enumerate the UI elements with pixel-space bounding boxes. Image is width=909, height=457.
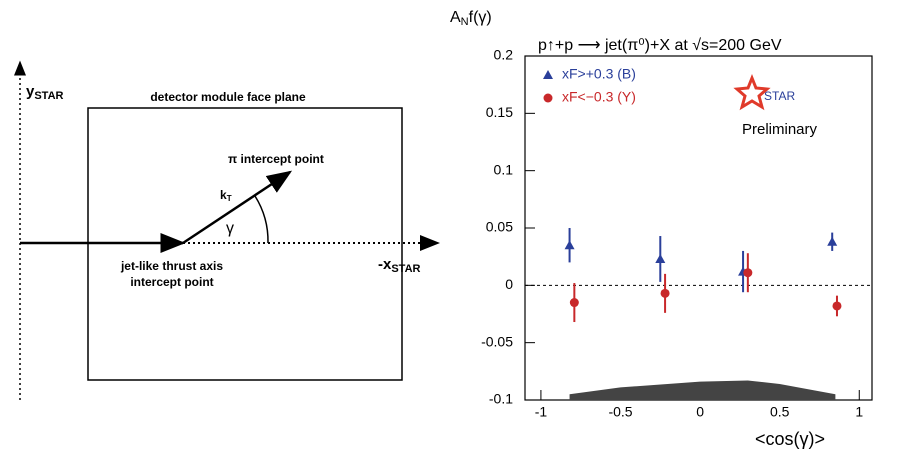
y-tick-label: -0.1 (489, 391, 513, 407)
angle-arc (254, 195, 269, 244)
jet-point-label: jet-like thrust axis (120, 259, 223, 273)
circle-marker (832, 301, 842, 311)
x-tick-label: 0 (696, 404, 704, 420)
pi-point-label: π intercept point (228, 152, 324, 166)
x-tick-label: 0.5 (770, 404, 790, 420)
kt-arrow (182, 170, 293, 245)
legend-label: xF<−0.3 (Y) (562, 89, 636, 105)
frame-title: detector module face plane (150, 90, 306, 104)
label-rest: f(γ) (469, 9, 492, 26)
legend-label: xF>+0.3 (B) (562, 66, 636, 82)
label-main: y (26, 83, 35, 100)
star-logo (733, 73, 771, 111)
systematic-band (569, 380, 836, 400)
x-tick-label: -1 (535, 404, 548, 420)
triangle-marker (564, 240, 575, 250)
label-main: k (220, 188, 227, 202)
logo-text: STAR (764, 89, 795, 103)
y-tick-label: -0.05 (481, 333, 513, 349)
y-tick-label: 0 (505, 276, 513, 292)
circle-marker (660, 288, 670, 298)
label-sub: T (227, 194, 232, 203)
label-main: -x (378, 256, 392, 273)
x-axis-label: -xSTAR (378, 256, 421, 275)
chart: ANf(γ) p↑+p ⟶ jet(π⁰)+X at √s=200 GeV <c… (450, 9, 873, 449)
triangle-marker (827, 236, 838, 246)
circle-marker (543, 93, 553, 103)
x-axis-title: <cos(γ)> (755, 429, 825, 449)
chart-title: p↑+p ⟶ jet(π⁰)+X at √s=200 GeV (538, 37, 782, 54)
preliminary-label: Preliminary (742, 121, 818, 138)
y-tick-label: 0.15 (486, 104, 513, 120)
triangle-marker (655, 253, 666, 263)
x-tick-label: 1 (855, 404, 863, 420)
label-sub: STAR (391, 263, 420, 275)
x-tick-label: -0.5 (608, 404, 632, 420)
label-main: A (450, 9, 461, 26)
jet-point-label: intercept point (130, 275, 213, 289)
y-tick-label: 0.05 (486, 219, 513, 235)
label-sub: N (461, 16, 469, 28)
y-tick-label: 0.2 (494, 47, 514, 63)
y-tick-label: 0.1 (494, 161, 514, 177)
triangle-marker (543, 70, 553, 79)
circle-marker (569, 298, 579, 308)
label-sub: STAR (34, 90, 63, 102)
y-axis-label: ySTAR (26, 83, 64, 102)
y-axis-title: ANf(γ) (450, 9, 492, 28)
angle-label: γ (226, 220, 234, 237)
circle-marker (743, 268, 753, 278)
kt-label: kT (220, 188, 232, 203)
diagram: ySTAR detector module face plane -xSTAR … (14, 60, 440, 400)
plot-frame (524, 55, 873, 401)
